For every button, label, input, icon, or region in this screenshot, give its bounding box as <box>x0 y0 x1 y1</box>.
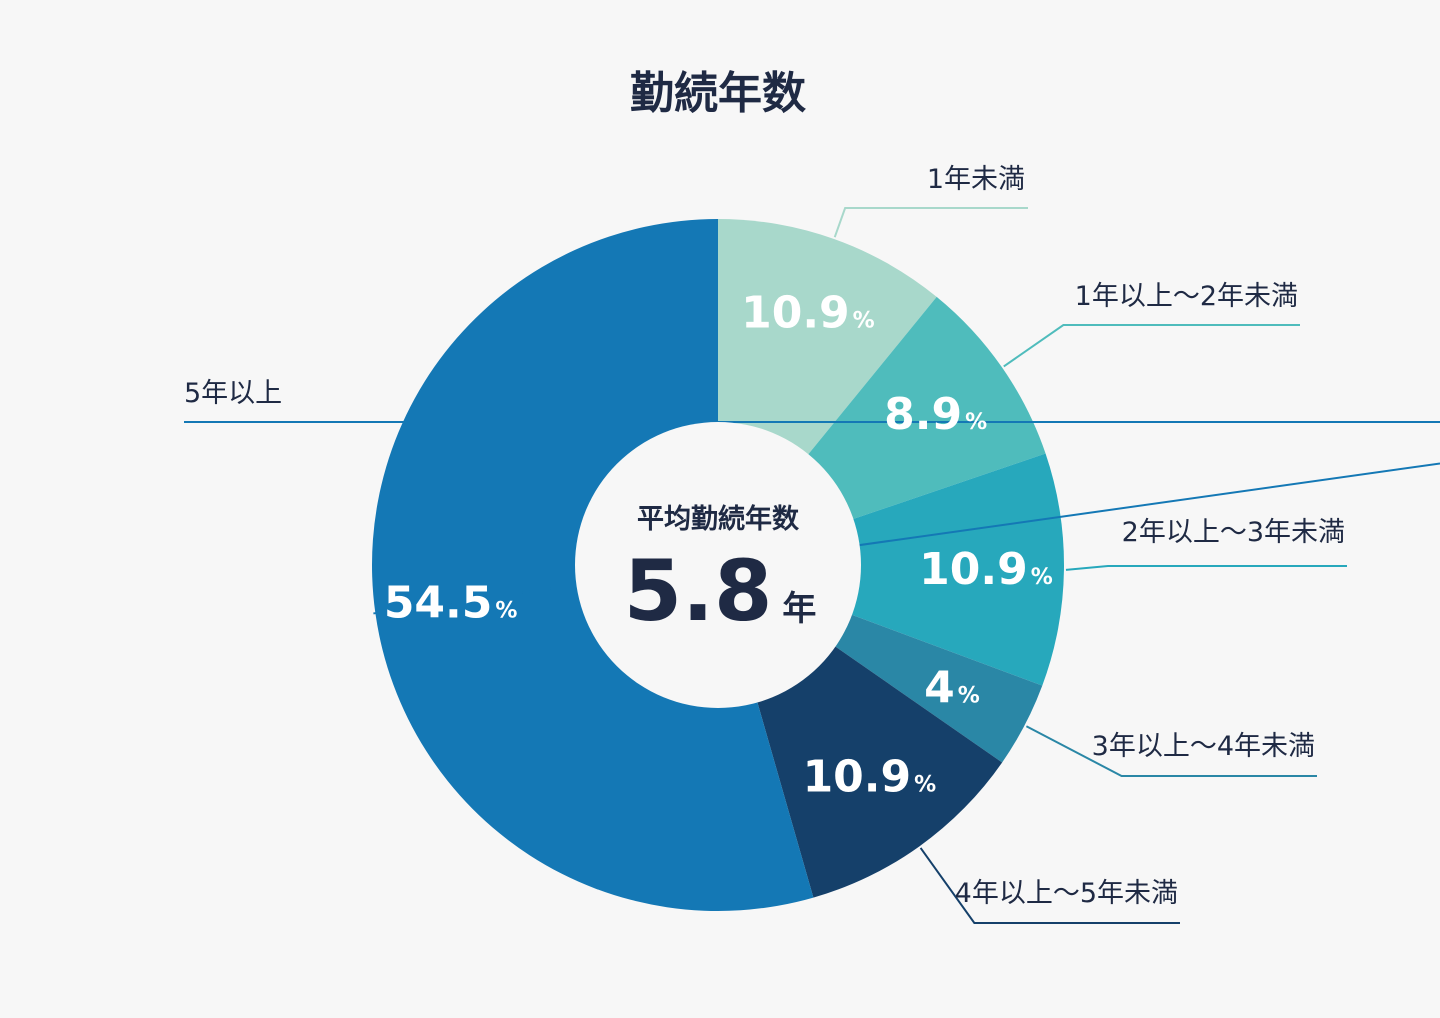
category-label-6: 5年以上 <box>184 378 282 409</box>
category-label-3: 2年以上～3年未満 <box>1122 517 1345 548</box>
center-value-unit: 年 <box>782 589 816 629</box>
value-label-6: 54.5% <box>384 578 518 629</box>
leader-line-3 <box>1065 565 1347 571</box>
leader-line-4 <box>1025 725 1317 777</box>
category-label-2: 1年以上～2年未満 <box>1075 281 1298 312</box>
value-label-5: 10.9% <box>803 751 937 802</box>
leader-line-1 <box>833 207 1028 238</box>
center-label: 平均勤続年数 <box>637 503 800 535</box>
chart-title: 勤続年数 <box>630 68 806 119</box>
category-label-5: 4年以上～5年未満 <box>955 878 1178 909</box>
center-value: 5.8 年 <box>624 542 817 640</box>
donut-hole <box>575 422 861 708</box>
category-label-4: 3年以上～4年未満 <box>1092 731 1315 762</box>
leader-line-5 <box>919 847 1180 924</box>
leader-line-2 <box>1003 324 1300 368</box>
slice-3 <box>718 453 1064 686</box>
value-label-1: 10.9% <box>741 288 875 339</box>
value-label-3: 10.9% <box>919 544 1053 595</box>
center-value-number: 5.8 <box>624 542 773 640</box>
category-label-1: 1年未満 <box>927 164 1025 195</box>
value-label-2: 8.9% <box>884 389 987 440</box>
value-label-4: 4% <box>924 662 980 713</box>
